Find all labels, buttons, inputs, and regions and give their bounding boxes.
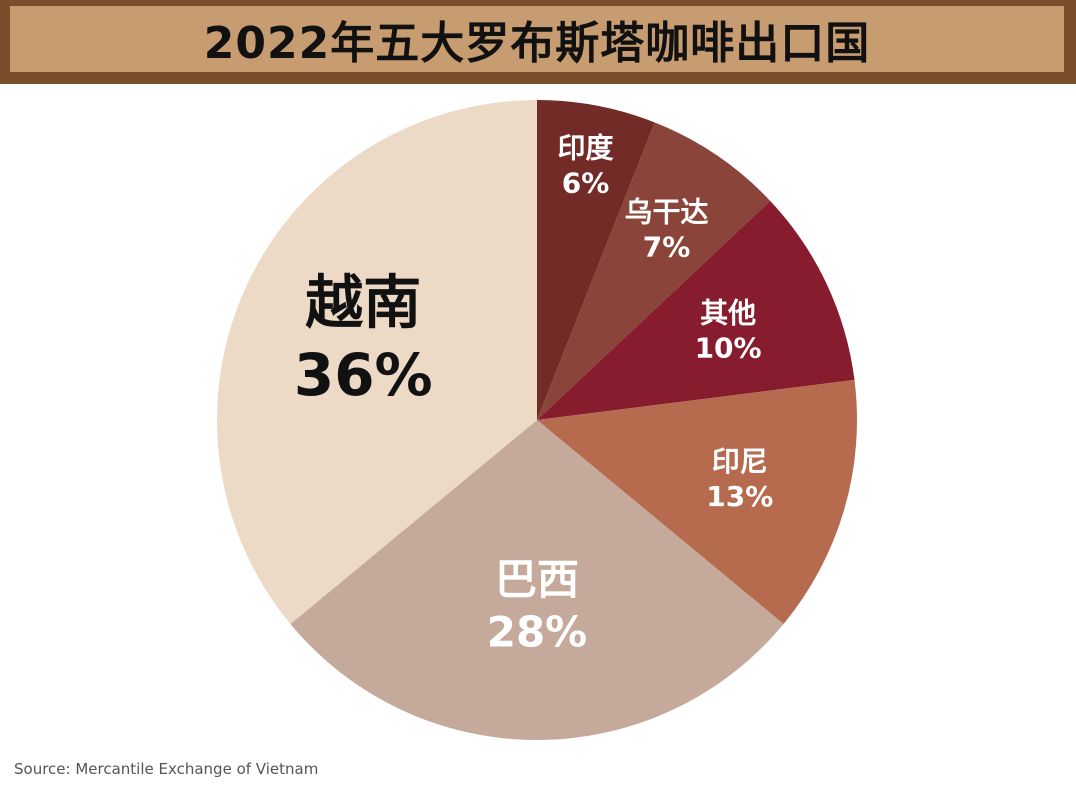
slice-percent-label: 6% [562, 167, 610, 200]
slice-name-label: 印度 [558, 132, 614, 165]
pie-slice-2 [537, 200, 855, 420]
slice-percent-label: 36% [294, 341, 433, 409]
source-note: Source: Mercantile Exchange of Vietnam [14, 760, 319, 778]
slice-percent-label: 28% [487, 608, 588, 657]
pie-slice-0 [537, 100, 655, 420]
chart-title: 2022年五大罗布斯塔咖啡出口国 [203, 18, 871, 69]
slice-percent-label: 10% [695, 331, 762, 364]
slice-name-label: 巴西 [495, 555, 579, 604]
title-panel: 2022年五大罗布斯塔咖啡出口国 [10, 6, 1064, 72]
pie-slice-1 [537, 122, 771, 420]
slice-percent-label: 13% [706, 480, 773, 513]
pie-slice-4 [290, 420, 784, 740]
pie-slice-5 [217, 100, 537, 624]
slice-name-label: 其他 [700, 296, 756, 329]
slice-name-label: 越南 [305, 268, 421, 336]
slice-name-label: 印尼 [712, 445, 768, 478]
title-bar: 2022年五大罗布斯塔咖啡出口国 [0, 0, 1076, 84]
slice-name-label: 乌干达 [624, 196, 708, 229]
slice-percent-label: 7% [643, 231, 691, 264]
pie-slice-3 [537, 379, 857, 624]
